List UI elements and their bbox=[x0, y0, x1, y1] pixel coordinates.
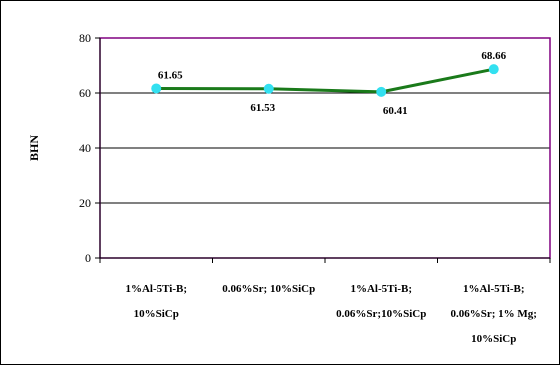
category-label-line: 1%Al-5Ti-B; bbox=[350, 283, 412, 295]
gridlines bbox=[100, 92, 550, 204]
data-label-2: 61.53 bbox=[250, 102, 275, 114]
series-line-1 bbox=[156, 67, 495, 94]
data-point-3 bbox=[376, 86, 387, 97]
category-label-line: 10%SiCp bbox=[471, 333, 516, 345]
axes bbox=[95, 37, 551, 263]
category-label-line: 1%Al-5Ti-B; bbox=[463, 283, 525, 295]
data-point-4 bbox=[488, 64, 499, 75]
data-label-1: 61.65 bbox=[158, 69, 183, 81]
category-label-line: 1%Al-5Ti-B; bbox=[125, 283, 187, 295]
y-tick-label-60: 60 bbox=[79, 86, 91, 100]
category-label-2: 0.06%Sr; 10%SiCp bbox=[222, 283, 315, 295]
category-label-4: 1%Al-5Ti-B; 0.06%Sr; 1% Mg; 10%SiCp bbox=[451, 283, 537, 345]
y-tick-labels: 0 20 40 60 80 bbox=[79, 31, 91, 265]
category-label-line: 0.06%Sr; 10%SiCp bbox=[222, 283, 315, 295]
y-tick-label-80: 80 bbox=[79, 31, 91, 45]
y-tick-label-0: 0 bbox=[85, 251, 91, 265]
y-axis-label: BHN bbox=[27, 135, 41, 161]
category-label-line: 10%SiCp bbox=[134, 308, 179, 320]
category-label-3: 1%Al-5Ti-B; 0.06%Sr;10%SiCp bbox=[336, 283, 426, 320]
data-label-3: 60.41 bbox=[383, 105, 408, 117]
y-tick-label-20: 20 bbox=[79, 196, 91, 210]
category-label-1: 1%Al-5Ti-B; 10%SiCp bbox=[125, 283, 187, 320]
data-labels: 61.65 61.53 60.41 68.66 bbox=[158, 50, 507, 117]
category-labels: 1%Al-5Ti-B; 10%SiCp 0.06%Sr; 10%SiCp 1%Al-5… bbox=[125, 283, 537, 345]
data-point-1 bbox=[151, 83, 162, 94]
y-tick-label-40: 40 bbox=[79, 141, 91, 155]
category-label-line: 0.06%Sr;10%SiCp bbox=[336, 308, 426, 320]
data-label-4: 68.66 bbox=[481, 50, 506, 62]
category-label-line: 0.06%Sr; 1% Mg; bbox=[451, 308, 537, 320]
series-lines bbox=[156, 67, 495, 94]
data-points bbox=[151, 64, 499, 97]
data-point-2 bbox=[263, 83, 274, 94]
